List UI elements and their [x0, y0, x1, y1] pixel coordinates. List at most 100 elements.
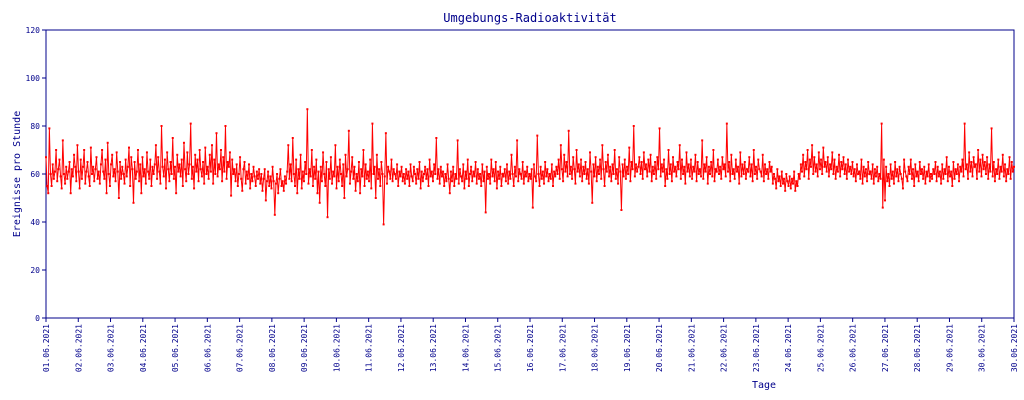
data-point [223, 170, 226, 173]
data-point [594, 156, 597, 159]
data-point [953, 177, 956, 180]
data-point [409, 163, 412, 166]
data-point [204, 146, 207, 149]
data-point [348, 182, 351, 185]
data-point [632, 125, 635, 127]
data-point [67, 170, 70, 173]
data-point [323, 173, 326, 175]
data-point [569, 165, 572, 168]
data-point [633, 175, 636, 178]
data-point [299, 153, 302, 156]
x-tick-label: 30.06.2021 [978, 324, 987, 372]
data-point [294, 185, 297, 187]
data-point [617, 182, 620, 185]
data-point [461, 180, 464, 183]
x-tick-label: 14.06.2021 [461, 324, 470, 372]
data-point [694, 153, 697, 156]
data-point [377, 177, 380, 180]
data-point [557, 158, 560, 161]
data-point [631, 168, 634, 171]
data-point [237, 173, 240, 175]
data-point [531, 206, 534, 209]
data-point [189, 122, 192, 125]
data-point [836, 170, 839, 173]
data-point [1013, 165, 1015, 168]
data-point [799, 163, 802, 166]
data-point [388, 170, 391, 173]
data-point [609, 165, 612, 168]
data-point [73, 153, 76, 156]
data-point [589, 151, 592, 154]
data-point [858, 170, 861, 173]
data-point [851, 161, 854, 163]
data-point [185, 180, 188, 183]
data-point [1007, 173, 1010, 175]
data-point [62, 173, 65, 175]
data-point [684, 182, 687, 185]
data-point [732, 168, 735, 171]
data-point [848, 170, 851, 173]
data-point [263, 168, 266, 171]
data-point [546, 168, 549, 171]
data-point [49, 173, 52, 175]
data-point [788, 175, 791, 178]
data-point [909, 158, 912, 161]
data-point [230, 194, 233, 197]
data-point [527, 180, 530, 183]
x-tick-label: 28.06.2021 [913, 324, 922, 372]
data-point [379, 185, 382, 187]
data-point [493, 180, 496, 183]
data-point [53, 170, 56, 173]
data-point [217, 163, 220, 166]
data-point [328, 177, 331, 180]
data-point [602, 168, 605, 171]
data-point [618, 156, 621, 159]
data-point [289, 163, 292, 166]
data-point [606, 153, 609, 156]
data-point [305, 173, 308, 175]
data-point [636, 170, 639, 173]
data-point [298, 177, 301, 180]
y-tick-label: 0 [35, 314, 40, 323]
data-point [961, 158, 964, 161]
data-point [474, 161, 477, 163]
data-point [757, 158, 760, 161]
data-point [971, 175, 974, 178]
data-point [718, 173, 720, 175]
data-point [177, 170, 180, 173]
data-point [405, 168, 408, 171]
data-point [655, 177, 658, 180]
data-point [621, 163, 624, 166]
data-point [523, 170, 526, 173]
data-point [659, 175, 662, 178]
data-point [172, 177, 175, 180]
data-point [987, 177, 990, 180]
data-point [789, 187, 792, 190]
data-point [890, 177, 893, 180]
data-point [180, 158, 183, 161]
data-point [74, 165, 77, 168]
data-point [510, 153, 513, 156]
data-point [843, 173, 846, 175]
data-point [871, 163, 874, 166]
data-point [970, 161, 973, 163]
data-point [176, 153, 179, 156]
data-point [423, 173, 425, 175]
data-point [680, 158, 683, 161]
data-point [739, 151, 742, 154]
data-point [927, 163, 930, 166]
data-point [901, 187, 904, 190]
data-point [123, 182, 126, 185]
data-point [544, 161, 547, 163]
data-point [412, 165, 415, 168]
data-point [277, 192, 280, 195]
data-point [267, 170, 270, 173]
data-point [283, 175, 286, 178]
data-point [886, 180, 889, 183]
data-point [470, 165, 473, 168]
data-point [879, 177, 882, 180]
data-point [343, 197, 346, 199]
y-tick-label: 120 [26, 26, 41, 35]
data-point [499, 165, 502, 168]
x-tick-label: 11.06.2021 [365, 324, 374, 372]
